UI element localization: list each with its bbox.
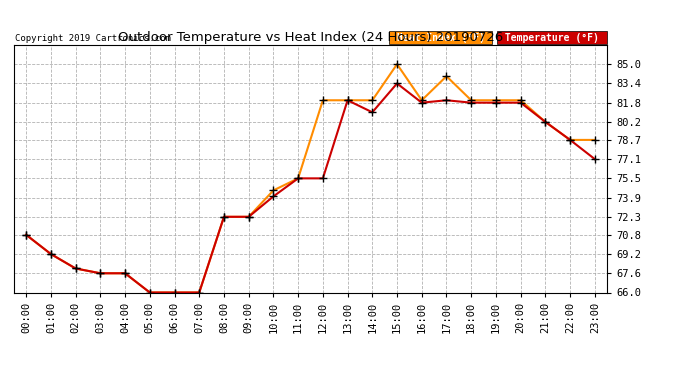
Text: Copyright 2019 Cartronics.com: Copyright 2019 Cartronics.com xyxy=(15,33,171,42)
Title: Outdoor Temperature vs Heat Index (24 Hours) 20190726: Outdoor Temperature vs Heat Index (24 Ho… xyxy=(118,31,503,44)
Text: Temperature (°F): Temperature (°F) xyxy=(499,33,605,42)
Text: Heat Index (°F): Heat Index (°F) xyxy=(391,33,491,42)
